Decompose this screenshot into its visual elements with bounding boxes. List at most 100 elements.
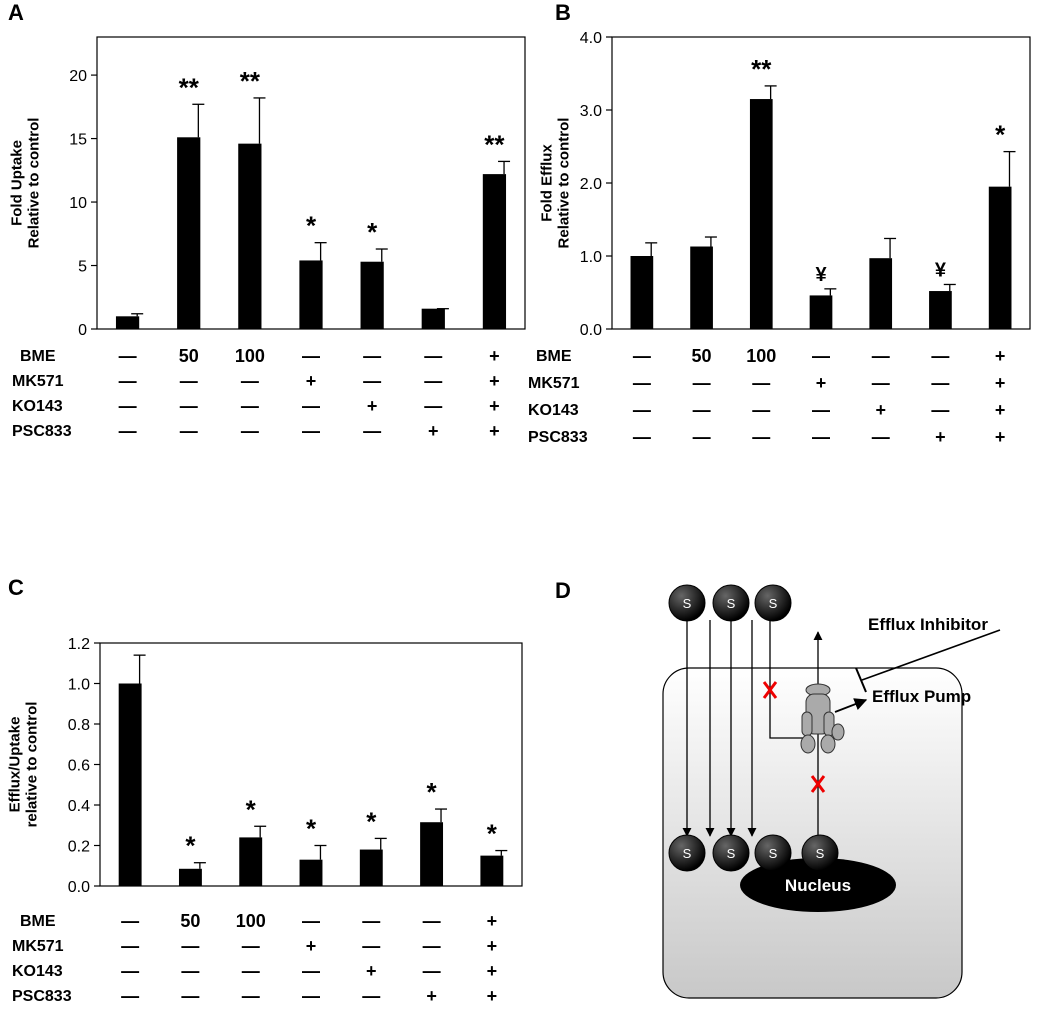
annotation: ** [484, 129, 505, 159]
substrate-label: S [727, 596, 736, 611]
treatment-cell: — [812, 400, 830, 420]
treatment-cell: — [302, 911, 320, 931]
substrate [754, 834, 792, 872]
pump-label: Efflux Pump [872, 687, 971, 706]
treatment-cell: — [181, 961, 199, 981]
treatment-cell: — [931, 346, 949, 366]
bar [178, 868, 202, 886]
treatment-name: BME [20, 348, 56, 365]
treatment-cell: + [935, 427, 946, 447]
treatment-cell: — [362, 986, 380, 1006]
bar [299, 859, 323, 886]
treatment-cell: — [872, 346, 890, 366]
treatment-cell: + [487, 911, 498, 931]
bar [421, 308, 445, 329]
y-tick-label: 0.4 [68, 798, 90, 815]
substrate-label: S [727, 846, 736, 861]
treatment-cell: 100 [235, 346, 265, 366]
bar [480, 855, 504, 886]
treatment-cell: 100 [236, 911, 266, 931]
treatment-cell: — [633, 373, 651, 393]
substrate-label: S [683, 596, 692, 611]
treatment-cell: — [363, 421, 381, 441]
treatment-cell: — [363, 346, 381, 366]
y-tick-label: 1.0 [68, 677, 90, 694]
arrow [834, 698, 868, 713]
treatment-cell: — [180, 371, 198, 391]
substrate-label: S [769, 846, 778, 861]
treatment-name: BME [20, 913, 56, 930]
efflux-pump [800, 683, 845, 754]
bar [809, 295, 833, 329]
treatment-cell: — [423, 911, 441, 931]
treatment-cell: 50 [692, 346, 712, 366]
bar [929, 291, 952, 329]
panel-letter: A [8, 0, 24, 25]
treatment-cell: — [242, 986, 260, 1006]
treatment-cell: — [119, 371, 137, 391]
treatment-cell: — [363, 371, 381, 391]
treatment-cell: — [119, 346, 137, 366]
substrate [754, 584, 792, 622]
y-axis-label: Efflux/Uptake [7, 717, 24, 813]
annotation: * [487, 819, 498, 849]
treatment-cell: + [306, 936, 317, 956]
treatment-name: BME [536, 348, 572, 365]
treatment-cell: + [816, 373, 827, 393]
treatment-cell: — [423, 936, 441, 956]
bar [177, 137, 201, 329]
treatment-cell: + [487, 961, 498, 981]
y-tick-label: 1.2 [68, 636, 90, 653]
treatment-cell: + [367, 396, 378, 416]
bar [690, 246, 713, 329]
treatment-cell: + [487, 936, 498, 956]
bar [869, 258, 893, 329]
treatment-cell: + [487, 986, 498, 1006]
annotation: * [427, 777, 438, 807]
treatment-cell: — [423, 961, 441, 981]
annotation: * [246, 794, 257, 824]
treatment-cell: — [752, 427, 770, 447]
treatment-name: MK571 [12, 373, 64, 390]
treatment-cell: + [428, 421, 439, 441]
annotation: ** [751, 54, 772, 84]
treatment-cell: + [489, 346, 500, 366]
treatment-cell: — [181, 936, 199, 956]
annotation: * [185, 831, 196, 861]
bar [299, 260, 323, 329]
treatment-cell: — [302, 421, 320, 441]
bar [420, 822, 444, 886]
treatment-cell: — [242, 961, 260, 981]
treatment-cell: + [426, 986, 437, 1006]
treatment-cell: + [875, 400, 886, 420]
treatment-cell: + [489, 396, 500, 416]
treatment-name: KO143 [12, 963, 63, 980]
treatment-cell: + [366, 961, 377, 981]
y-tick-label: 3.0 [580, 103, 602, 120]
treatment-cell: — [241, 371, 259, 391]
treatment-cell: — [121, 936, 139, 956]
annotation: * [306, 211, 317, 241]
treatment-cell: — [241, 396, 259, 416]
treatment-cell: — [752, 400, 770, 420]
y-tick-label: 2.0 [580, 176, 602, 193]
y-axis-label: Relative to control [26, 118, 43, 249]
treatment-cell: + [306, 371, 317, 391]
inhibitor-line [861, 629, 1001, 681]
y-tick-label: 15 [69, 132, 87, 149]
bar [630, 256, 654, 329]
y-axis-label: Fold Efflux [539, 144, 556, 222]
substrate [668, 584, 706, 622]
substrate [801, 834, 839, 872]
treatment-cell: — [302, 346, 320, 366]
y-axis-label: Relative to control [556, 118, 573, 249]
treatment-cell: — [119, 396, 137, 416]
treatment-cell: — [693, 400, 711, 420]
treatment-name: KO143 [12, 398, 63, 415]
substrate-label: S [816, 846, 825, 861]
panel-letter: D [555, 578, 571, 603]
block-x [762, 681, 826, 793]
y-tick-label: 0 [78, 322, 87, 339]
treatment-cell: — [180, 396, 198, 416]
treatment-cell: — [693, 373, 711, 393]
